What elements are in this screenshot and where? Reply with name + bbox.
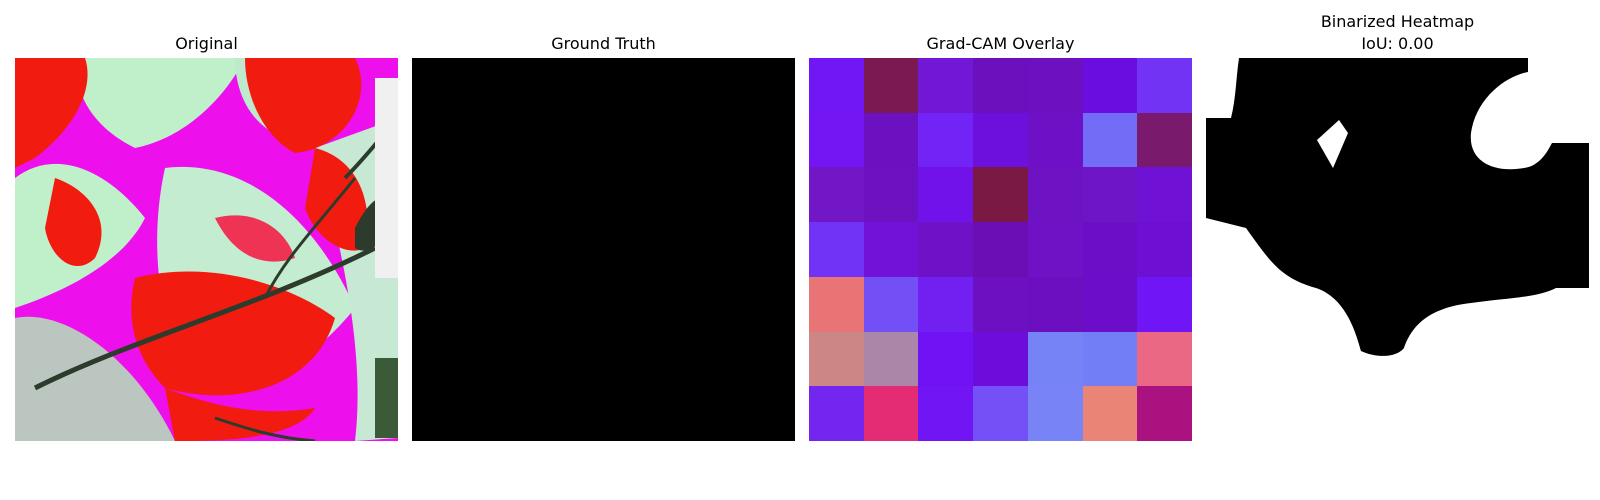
gradcam-cell <box>1137 112 1192 168</box>
gradcam-cell <box>1082 58 1138 113</box>
iou-label: IoU: 0.00 <box>1361 34 1434 53</box>
gradcam-cell <box>973 112 1028 168</box>
gradcam-cell <box>809 167 864 223</box>
gradcam-cell <box>1082 276 1138 332</box>
gradcam-cell <box>973 58 1028 113</box>
gradcam-cell <box>809 58 864 113</box>
gradcam-cell <box>1137 331 1192 387</box>
gradcam-cell <box>973 331 1028 387</box>
gradcam-cell <box>1027 112 1083 168</box>
binarized-mask <box>1206 58 1589 441</box>
ground-truth-mask <box>412 58 795 441</box>
gradcam-overlay <box>809 58 1192 441</box>
gradcam-cell <box>973 222 1028 277</box>
gradcam-cell <box>863 276 919 332</box>
gradcam-cell <box>863 167 919 223</box>
gradcam-cell <box>809 276 864 332</box>
gradcam-cell <box>1027 331 1083 387</box>
gradcam-cell <box>1137 58 1192 113</box>
gradcam-cell <box>973 386 1028 441</box>
gradcam-cell <box>973 276 1028 332</box>
binarized-title: Binarized Heatmap IoU: 0.00 <box>1206 11 1589 55</box>
binarized-title-line1: Binarized Heatmap <box>1320 12 1475 31</box>
gradcam-cell <box>863 331 919 387</box>
ground-truth-title: Ground Truth <box>551 34 656 53</box>
gradcam-cell <box>1027 222 1083 277</box>
gradcam-cell <box>1082 331 1138 387</box>
gradcam-cell <box>863 112 919 168</box>
gradcam-cell <box>809 222 864 277</box>
gradcam-cell <box>918 331 974 387</box>
gradcam-cell <box>1137 386 1192 441</box>
gradcam-cell <box>1027 167 1083 223</box>
gradcam-cell <box>1137 276 1192 332</box>
gradcam-cell <box>1137 222 1192 277</box>
gradcam-title: Grad-CAM Overlay <box>926 34 1075 53</box>
gradcam-cell <box>973 167 1028 223</box>
gradcam-cell <box>863 222 919 277</box>
gradcam-cell <box>1137 167 1192 223</box>
binarized-heatmap <box>1206 58 1589 441</box>
gradcam-cell <box>918 112 974 168</box>
gradcam-cell <box>918 167 974 223</box>
gradcam-cell <box>863 58 919 113</box>
gradcam-cell <box>1082 112 1138 168</box>
gradcam-cell <box>918 222 974 277</box>
gradcam-cell <box>918 58 974 113</box>
gradcam-cell <box>1027 276 1083 332</box>
gradcam-cell <box>1027 58 1083 113</box>
gradcam-cell <box>1082 167 1138 223</box>
original-image <box>15 58 398 441</box>
gradcam-cell <box>918 386 974 441</box>
gradcam-cell <box>1082 386 1138 441</box>
gradcam-cell <box>1027 386 1083 441</box>
gradcam-cell <box>1082 222 1138 277</box>
gradcam-grid <box>809 58 1192 441</box>
gradcam-cell <box>809 331 864 387</box>
gradcam-cell <box>809 386 864 441</box>
original-title: Original <box>175 34 238 53</box>
gradcam-cell <box>918 276 974 332</box>
leaf-illustration <box>15 58 398 441</box>
gradcam-cell <box>809 112 864 168</box>
gradcam-cell <box>863 386 919 441</box>
